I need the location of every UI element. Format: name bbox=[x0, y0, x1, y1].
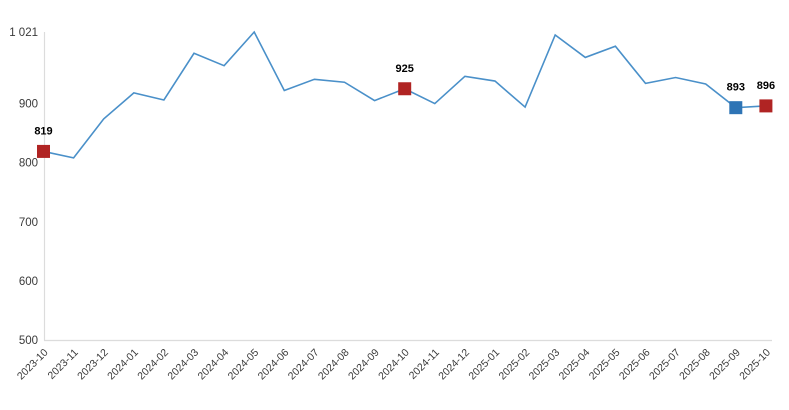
x-axis-tick-label: 2025-01 bbox=[466, 347, 502, 383]
x-axis-tick-label: 2025-02 bbox=[496, 347, 532, 383]
x-axis-tick-label: 2025-03 bbox=[527, 347, 563, 383]
x-axis-tick-label: 2024-05 bbox=[226, 347, 262, 383]
point-value-label: 896 bbox=[757, 80, 775, 92]
x-axis-tick-label: 2023-10 bbox=[15, 347, 51, 383]
x-axis-tick-label: 2024-06 bbox=[256, 347, 292, 383]
point-value-label: 819 bbox=[34, 125, 52, 137]
x-axis-tick-label: 2025-10 bbox=[737, 347, 773, 383]
y-axis-tick-label: 500 bbox=[19, 335, 38, 347]
x-axis-tick-label: 2024-02 bbox=[135, 347, 171, 383]
y-axis-tick-label: 600 bbox=[19, 276, 38, 288]
point-value-label: 925 bbox=[396, 63, 414, 75]
x-axis-tick-label: 2025-09 bbox=[707, 347, 743, 383]
point-value-label: 893 bbox=[727, 82, 745, 94]
highlight-marker bbox=[729, 101, 743, 115]
x-axis-tick-label: 2025-08 bbox=[677, 347, 713, 383]
y-axis-tick-label: 800 bbox=[19, 158, 38, 170]
x-axis-tick-label: 2024-11 bbox=[407, 347, 442, 382]
x-axis-tick-label: 2024-07 bbox=[286, 347, 322, 383]
x-axis-tick-label: 2025-04 bbox=[557, 347, 593, 383]
x-axis-tick-label: 2025-05 bbox=[587, 347, 623, 383]
y-axis-tick-label: 1 021 bbox=[9, 27, 38, 39]
highlight-marker bbox=[37, 144, 50, 158]
x-axis-tick-label: 2024-12 bbox=[436, 347, 472, 383]
x-axis-tick-label: 2023-11 bbox=[46, 347, 81, 382]
x-axis-tick-label: 2024-03 bbox=[165, 347, 201, 383]
x-axis-tick-label: 2023-12 bbox=[75, 347, 111, 383]
x-axis-tick-label: 2024-04 bbox=[195, 347, 231, 383]
highlight-marker bbox=[398, 82, 412, 96]
x-axis-tick-label: 2025-07 bbox=[647, 347, 683, 383]
x-axis-tick-label: 2024-09 bbox=[346, 347, 382, 383]
x-axis-tick-label: 2024-01 bbox=[105, 347, 141, 383]
y-axis-tick-label: 700 bbox=[19, 217, 38, 229]
x-axis-tick-label: 2025-06 bbox=[617, 347, 653, 383]
x-axis-tick-label: 2024-08 bbox=[316, 347, 352, 383]
y-axis-tick-label: 900 bbox=[19, 99, 38, 111]
x-axis-tick-label: 2024-10 bbox=[376, 347, 412, 383]
highlight-marker bbox=[759, 99, 773, 113]
